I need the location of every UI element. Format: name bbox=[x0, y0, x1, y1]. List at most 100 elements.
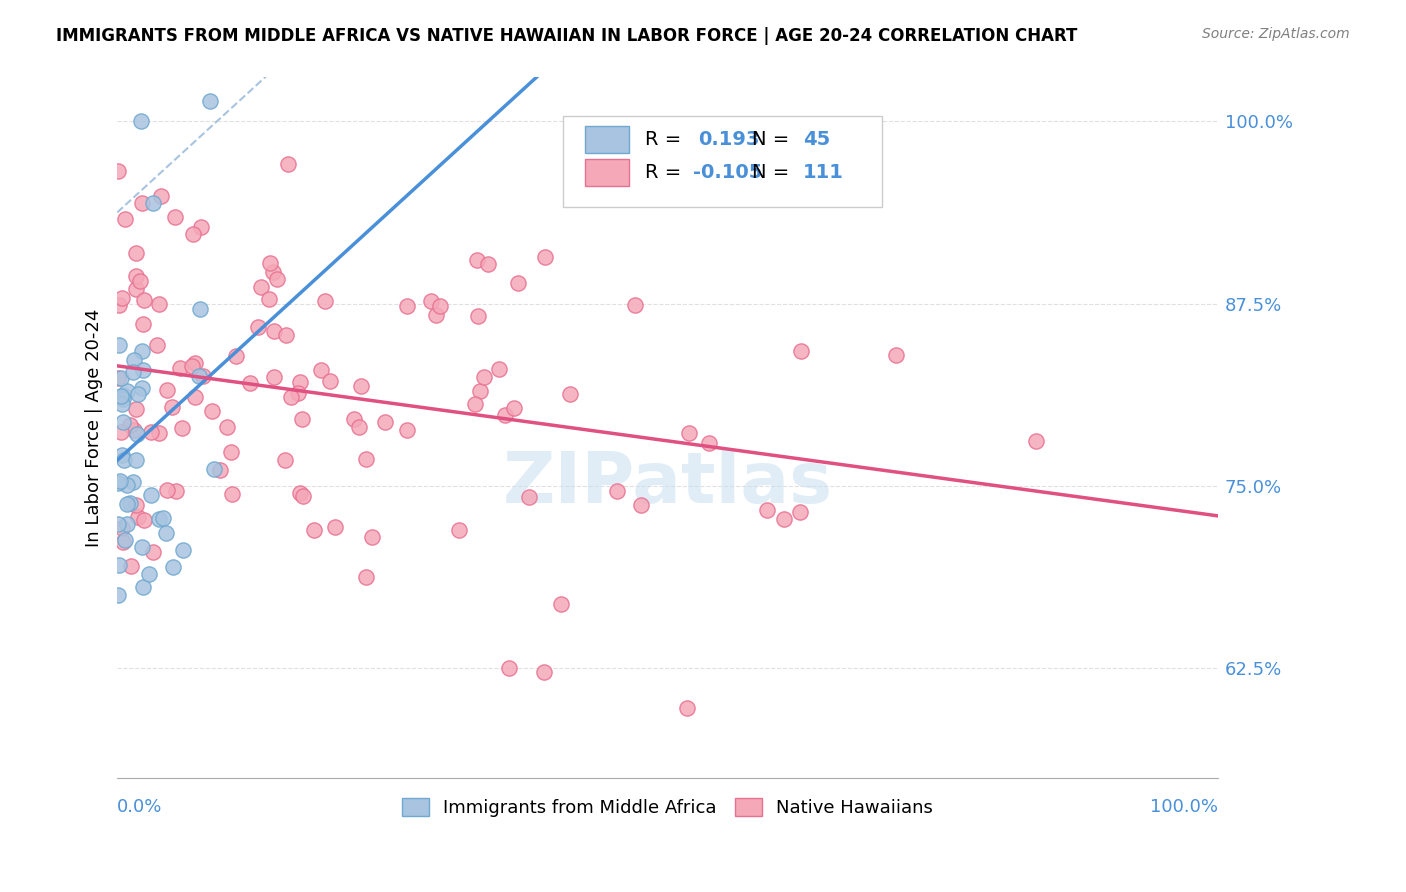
Immigrants from Middle Africa bbox=[139, 488, 162, 502]
Immigrants from Middle Africa bbox=[198, 94, 221, 108]
Native Hawaiians bbox=[395, 423, 418, 437]
Immigrants from Middle Africa bbox=[111, 448, 134, 462]
Immigrants from Middle Africa bbox=[111, 397, 134, 411]
Text: 111: 111 bbox=[803, 163, 844, 182]
Native Hawaiians bbox=[148, 297, 170, 311]
FancyBboxPatch shape bbox=[585, 160, 628, 186]
Immigrants from Middle Africa bbox=[155, 526, 177, 541]
Native Hawaiians bbox=[678, 426, 700, 441]
Native Hawaiians bbox=[217, 420, 239, 434]
Native Hawaiians bbox=[127, 510, 149, 524]
Native Hawaiians bbox=[111, 291, 134, 305]
Native Hawaiians bbox=[156, 483, 179, 497]
Native Hawaiians bbox=[288, 375, 311, 389]
Immigrants from Middle Africa bbox=[121, 475, 143, 490]
Native Hawaiians bbox=[259, 255, 281, 269]
Native Hawaiians bbox=[494, 408, 516, 422]
Native Hawaiians bbox=[148, 425, 170, 440]
Native Hawaiians bbox=[606, 484, 628, 499]
Native Hawaiians bbox=[257, 292, 280, 306]
Immigrants from Middle Africa bbox=[131, 540, 153, 554]
Native Hawaiians bbox=[464, 397, 486, 411]
Native Hawaiians bbox=[318, 374, 340, 388]
Immigrants from Middle Africa bbox=[111, 388, 134, 402]
Legend: Immigrants from Middle Africa, Native Hawaiians: Immigrants from Middle Africa, Native Ha… bbox=[395, 790, 941, 824]
Native Hawaiians bbox=[169, 361, 191, 376]
Native Hawaiians bbox=[354, 570, 377, 584]
Text: 45: 45 bbox=[803, 130, 830, 149]
Native Hawaiians bbox=[276, 328, 298, 343]
Native Hawaiians bbox=[472, 370, 495, 384]
Native Hawaiians bbox=[558, 387, 581, 401]
Immigrants from Middle Africa bbox=[132, 580, 155, 594]
Native Hawaiians bbox=[120, 559, 142, 574]
Native Hawaiians bbox=[263, 324, 285, 338]
Immigrants from Middle Africa bbox=[115, 478, 138, 492]
Native Hawaiians bbox=[156, 383, 179, 397]
Immigrants from Middle Africa bbox=[110, 371, 132, 385]
Native Hawaiians bbox=[266, 271, 288, 285]
Native Hawaiians bbox=[125, 268, 148, 283]
Immigrants from Middle Africa bbox=[112, 453, 135, 467]
Native Hawaiians bbox=[277, 156, 299, 170]
Native Hawaiians bbox=[395, 300, 418, 314]
Native Hawaiians bbox=[149, 189, 172, 203]
Immigrants from Middle Africa bbox=[122, 366, 145, 380]
Immigrants from Middle Africa bbox=[142, 195, 165, 210]
Native Hawaiians bbox=[124, 423, 146, 437]
Native Hawaiians bbox=[506, 277, 529, 291]
Native Hawaiians bbox=[250, 279, 273, 293]
Native Hawaiians bbox=[114, 212, 136, 227]
Immigrants from Middle Africa bbox=[131, 344, 153, 359]
Native Hawaiians bbox=[221, 445, 243, 459]
Native Hawaiians bbox=[172, 421, 194, 435]
Native Hawaiians bbox=[343, 411, 366, 425]
Native Hawaiians bbox=[190, 219, 212, 234]
Native Hawaiians bbox=[184, 356, 207, 370]
Native Hawaiians bbox=[550, 597, 572, 611]
Native Hawaiians bbox=[789, 505, 811, 519]
Native Hawaiians bbox=[325, 520, 347, 534]
Text: IMMIGRANTS FROM MIDDLE AFRICA VS NATIVE HAWAIIAN IN LABOR FORCE | AGE 20-24 CORR: IMMIGRANTS FROM MIDDLE AFRICA VS NATIVE … bbox=[56, 27, 1077, 45]
Native Hawaiians bbox=[107, 164, 129, 178]
Native Hawaiians bbox=[361, 530, 384, 544]
Immigrants from Middle Africa bbox=[127, 386, 149, 401]
Native Hawaiians bbox=[134, 293, 156, 308]
Native Hawaiians bbox=[425, 309, 447, 323]
Native Hawaiians bbox=[111, 534, 134, 549]
Immigrants from Middle Africa bbox=[125, 427, 148, 442]
Native Hawaiians bbox=[790, 344, 813, 359]
Native Hawaiians bbox=[1025, 434, 1047, 448]
Native Hawaiians bbox=[287, 385, 309, 400]
Immigrants from Middle Africa bbox=[107, 516, 129, 531]
Immigrants from Middle Africa bbox=[172, 543, 194, 558]
Native Hawaiians bbox=[374, 415, 396, 429]
Native Hawaiians bbox=[239, 376, 262, 390]
Immigrants from Middle Africa bbox=[111, 390, 134, 404]
Native Hawaiians bbox=[201, 404, 224, 418]
Native Hawaiians bbox=[884, 348, 907, 362]
Native Hawaiians bbox=[292, 489, 315, 503]
Native Hawaiians bbox=[107, 371, 129, 385]
Native Hawaiians bbox=[191, 369, 214, 384]
Native Hawaiians bbox=[756, 503, 779, 517]
Native Hawaiians bbox=[125, 402, 148, 417]
Native Hawaiians bbox=[429, 299, 451, 313]
Native Hawaiians bbox=[247, 320, 270, 334]
Y-axis label: In Labor Force | Age 20-24: In Labor Force | Age 20-24 bbox=[86, 309, 103, 547]
Native Hawaiians bbox=[420, 294, 443, 309]
Native Hawaiians bbox=[160, 400, 183, 414]
Native Hawaiians bbox=[110, 425, 132, 440]
Immigrants from Middle Africa bbox=[131, 114, 153, 128]
Immigrants from Middle Africa bbox=[110, 389, 132, 403]
Immigrants from Middle Africa bbox=[125, 452, 148, 467]
Immigrants from Middle Africa bbox=[188, 368, 211, 383]
Native Hawaiians bbox=[131, 318, 153, 332]
Native Hawaiians bbox=[498, 661, 520, 675]
Native Hawaiians bbox=[163, 210, 186, 224]
Immigrants from Middle Africa bbox=[162, 560, 184, 574]
Text: 100.0%: 100.0% bbox=[1150, 798, 1218, 816]
Immigrants from Middle Africa bbox=[152, 511, 174, 525]
Native Hawaiians bbox=[350, 379, 373, 393]
Immigrants from Middle Africa bbox=[132, 363, 155, 377]
